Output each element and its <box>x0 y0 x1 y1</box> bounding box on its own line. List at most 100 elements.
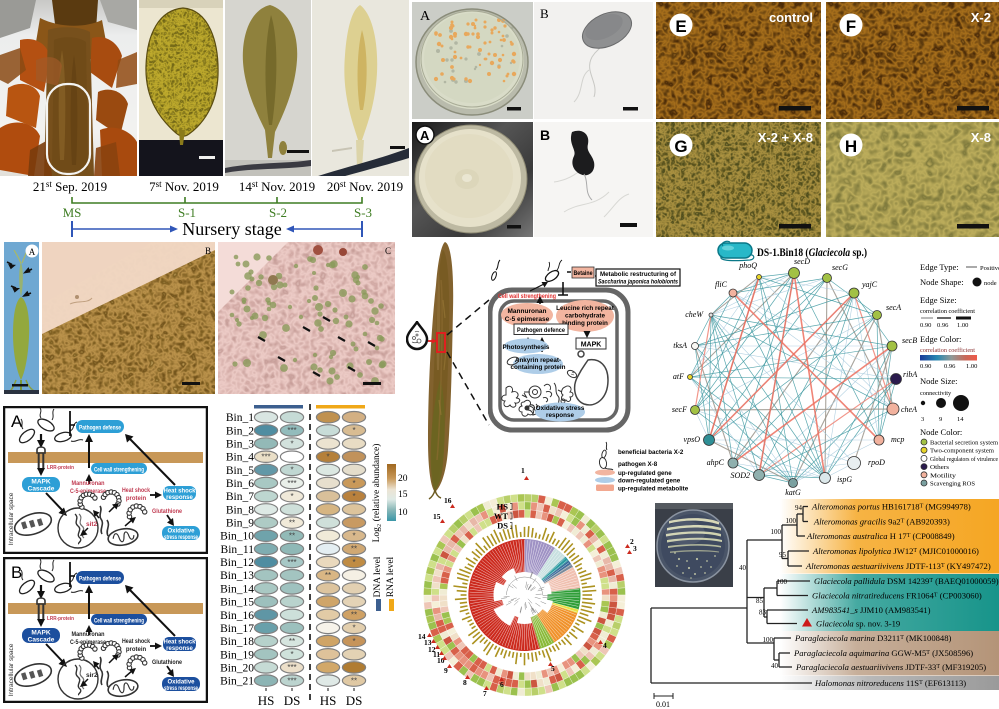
svg-text:secB: secB <box>902 336 917 345</box>
svg-text:**: ** <box>289 637 295 646</box>
svg-text:rpoD: rpoD <box>868 458 885 467</box>
svg-text:G: G <box>674 137 687 156</box>
svg-text:16: 16 <box>444 496 452 505</box>
svg-text:connectivity: connectivity <box>920 390 952 397</box>
svg-text:DNA level: DNA level <box>373 556 383 597</box>
svg-text:**: ** <box>289 532 295 541</box>
svg-text:secF: secF <box>672 405 687 414</box>
svg-text:secD: secD <box>794 257 810 266</box>
svg-text:tksA: tksA <box>673 341 687 350</box>
svg-text:containing protein: containing protein <box>511 364 566 371</box>
svg-text:protein: protein <box>126 647 147 653</box>
svg-text:B: B <box>205 246 211 256</box>
svg-text:B: B <box>540 127 550 143</box>
svg-text:5: 5 <box>551 664 555 673</box>
svg-text:94: 94 <box>795 504 803 512</box>
svg-text:Halomonas nitroreducens 11ST (: Halomonas nitroreducens 11ST (EF613113) <box>814 678 966 688</box>
svg-text:stress response: stress response <box>164 535 198 541</box>
svg-text:secG: secG <box>832 263 848 272</box>
svg-text:beneficial bacteria X-2: beneficial bacteria X-2 <box>618 449 684 456</box>
svg-text:Paraglaciecola aquimarina GGW-: Paraglaciecola aquimarina GGW-M5T (JX508… <box>793 648 973 658</box>
svg-text:Alteromonas australica H 17T (: Alteromonas australica H 17T (CP008849) <box>806 531 955 541</box>
svg-text:Alteromonas aestuariivivens JD: Alteromonas aestuariivivens JDTF-113T (K… <box>805 561 991 571</box>
svg-text:WT: WT <box>494 511 509 521</box>
svg-text:Edge Color:: Edge Color: <box>920 334 961 344</box>
svg-text:10: 10 <box>437 656 445 665</box>
svg-text:Alteromonas portus HB161718T (: Alteromonas portus HB161718T (MG994978) <box>811 502 971 512</box>
svg-text:Glutathione: Glutathione <box>152 509 183 515</box>
svg-text:Edge Type:: Edge Type: <box>920 262 959 272</box>
svg-text:Global regulators of virulence: Global regulators of virulence <box>930 456 998 463</box>
svg-text:100: 100 <box>771 528 782 536</box>
svg-text:sit2: sit2 <box>86 521 98 528</box>
svg-text:Alteromonas lipolytica JW12T (: Alteromonas lipolytica JW12T (MJIC010000… <box>812 546 979 556</box>
svg-text:up-regulated gene: up-regulated gene <box>618 470 672 477</box>
svg-text:Paraglaciecola marina D3211T (: Paraglaciecola marina D3211T (MK100848) <box>794 633 952 643</box>
svg-text:Bin_4: Bin_4 <box>226 452 254 464</box>
svg-text:*: * <box>352 532 355 541</box>
svg-text:85: 85 <box>756 597 764 605</box>
svg-text:node: node <box>984 280 997 287</box>
svg-text:Edge Size:: Edge Size: <box>920 295 957 305</box>
svg-text:*: * <box>290 466 293 475</box>
svg-text:Node Shape:: Node Shape: <box>920 277 964 287</box>
svg-text:Metabolic restructuring of: Metabolic restructuring of <box>600 271 677 278</box>
svg-text:6: 6 <box>500 680 504 689</box>
svg-text:**: ** <box>289 518 295 527</box>
svg-text:Heat shock: Heat shock <box>122 639 151 645</box>
svg-text:1: 1 <box>521 466 525 475</box>
svg-text:Betaine: Betaine <box>574 271 594 277</box>
svg-text:40: 40 <box>739 564 747 572</box>
svg-text:S-1: S-1 <box>178 205 196 220</box>
svg-text:9: 9 <box>444 666 448 675</box>
svg-text:Bin_12: Bin_12 <box>220 557 254 569</box>
svg-text:1.00: 1.00 <box>966 363 977 370</box>
svg-text:Bin_13: Bin_13 <box>220 570 254 582</box>
svg-text:Photosynthesis: Photosynthesis <box>503 344 550 351</box>
svg-text:20: 20 <box>398 474 408 484</box>
svg-text:Cell wall strengthening: Cell wall strengthening <box>498 293 556 300</box>
svg-text:7: 7 <box>483 689 487 698</box>
svg-text:ribA: ribA <box>903 370 917 379</box>
svg-text:RNA level: RNA level <box>386 556 396 597</box>
svg-text:*: * <box>290 439 293 448</box>
svg-text:Alteromonas gracilis 9a2T (AB9: Alteromonas gracilis 9a2T (AB920393) <box>813 517 950 527</box>
svg-text:*: * <box>290 492 293 501</box>
svg-text:binding protein: binding protein <box>562 320 608 327</box>
svg-text:Bin_21: Bin_21 <box>220 676 254 688</box>
svg-text:Pathogen defence: Pathogen defence <box>517 327 565 334</box>
svg-text:**: ** <box>351 545 357 554</box>
svg-text:C: C <box>385 246 391 256</box>
svg-text:H: H <box>845 137 857 156</box>
svg-text:yajC: yajC <box>861 280 878 289</box>
svg-text:Nursery stage: Nursery stage <box>182 219 281 239</box>
svg-text:response: response <box>546 412 574 419</box>
svg-text:X-8: X-8 <box>971 130 991 145</box>
svg-text:Bin_9: Bin_9 <box>226 518 254 530</box>
svg-text:100: 100 <box>777 578 788 586</box>
svg-text:Bin_18: Bin_18 <box>220 636 254 648</box>
svg-text:Bin_6: Bin_6 <box>226 478 254 490</box>
svg-text:Bin_2: Bin_2 <box>226 425 254 437</box>
svg-text:MAPK: MAPK <box>31 479 50 486</box>
svg-text:3: 3 <box>633 544 637 553</box>
svg-text:Oxidative stress: Oxidative stress <box>536 405 585 412</box>
svg-text:Bin_7: Bin_7 <box>226 491 254 503</box>
svg-text:E: E <box>675 17 686 36</box>
svg-text:down-regulated gene: down-regulated gene <box>618 478 681 485</box>
svg-text:Bin_1: Bin_1 <box>226 412 254 424</box>
svg-text:MAPK: MAPK <box>31 630 50 637</box>
svg-text:Bin_8: Bin_8 <box>226 504 254 516</box>
svg-text:Glaciecola nitratireducens FR1: Glaciecola nitratireducens FR1064T (CP00… <box>812 591 982 601</box>
svg-text:HS: HS <box>320 693 337 708</box>
svg-text:Pathogen defense: Pathogen defense <box>79 425 121 432</box>
svg-text:pathogen X-8: pathogen X-8 <box>618 461 658 468</box>
svg-text:up-regulated metabolite: up-regulated metabolite <box>618 486 689 493</box>
svg-text:Bin_16: Bin_16 <box>220 610 254 622</box>
svg-text:Leucine rich repeat: Leucine rich repeat <box>556 305 615 312</box>
svg-text:*: * <box>290 650 293 659</box>
svg-text:0.90: 0.90 <box>920 322 931 329</box>
svg-text:3: 3 <box>921 416 924 423</box>
svg-text:Two-component system: Two-component system <box>930 448 994 455</box>
svg-text:**: ** <box>351 611 357 620</box>
